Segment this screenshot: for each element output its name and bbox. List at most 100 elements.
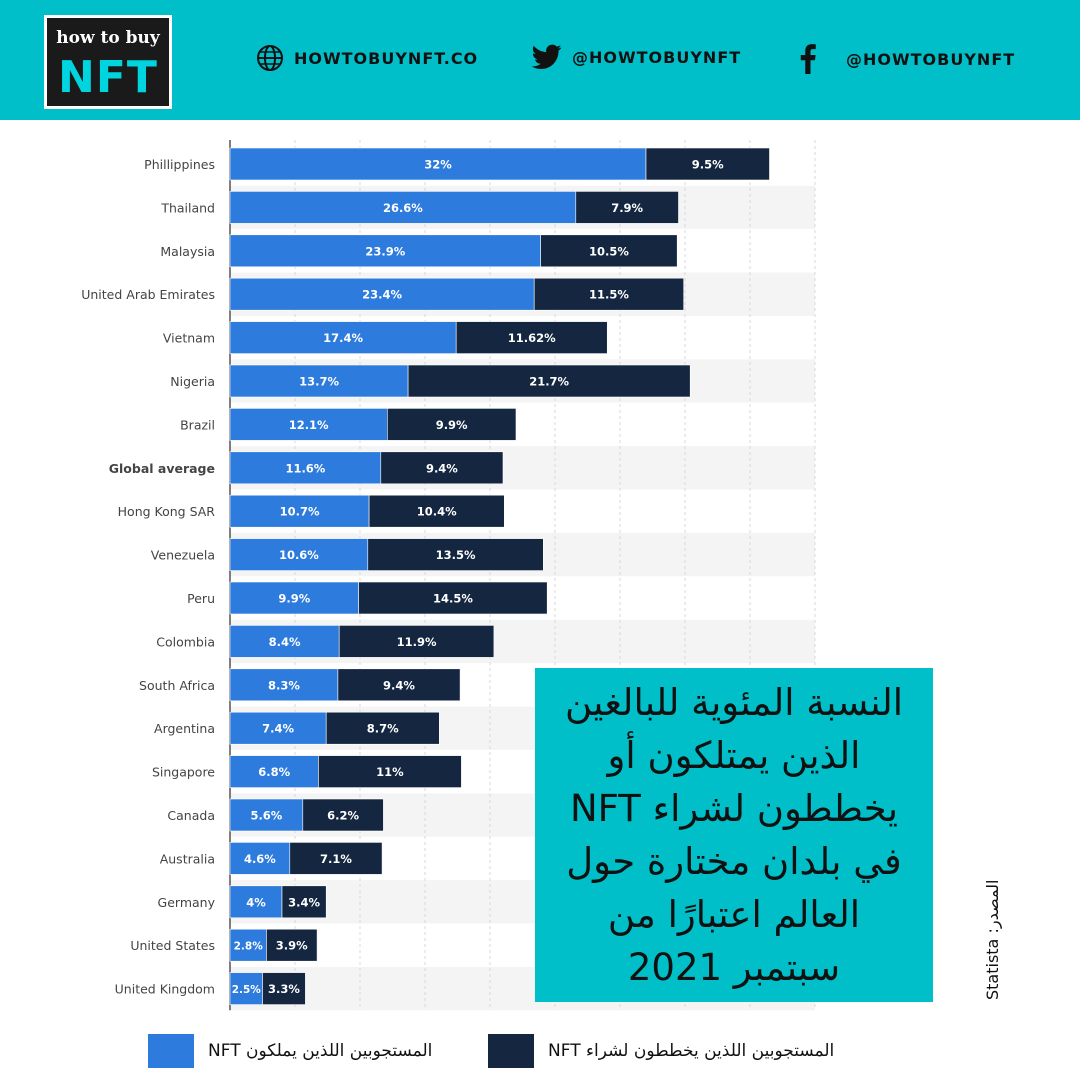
source-note: المصدر: Statista xyxy=(983,879,1002,1000)
bar-own xyxy=(229,277,535,311)
bar-plan xyxy=(302,798,384,832)
data-label-own: 10.7% xyxy=(280,505,320,519)
bar-plan xyxy=(575,191,679,224)
data-label-own: 2.5% xyxy=(232,984,262,996)
data-label-own: 6.8% xyxy=(258,765,290,779)
category-label: United States xyxy=(130,938,215,953)
bar-plan xyxy=(338,625,495,658)
category-label: Canada xyxy=(167,808,215,823)
bar-plan xyxy=(380,451,504,485)
data-label-plan: 8.7% xyxy=(367,722,399,736)
legend-swatch-own xyxy=(148,1034,194,1068)
facebook-link[interactable]: @HOWTOBUYNFT xyxy=(800,44,1015,74)
twitter-link[interactable]: @HOWTOBUYNFT xyxy=(532,44,741,70)
data-label-own: 32% xyxy=(424,158,452,172)
data-label-own: 2.8% xyxy=(234,941,264,953)
bar-own xyxy=(229,234,542,268)
data-label-plan: 10.4% xyxy=(417,505,457,519)
bar-own xyxy=(229,928,267,962)
legend-swatch-plan xyxy=(488,1034,534,1068)
data-label-plan: 9.4% xyxy=(426,461,458,475)
category-label: Brazil xyxy=(180,417,215,432)
data-label-plan: 9.9% xyxy=(436,418,468,432)
category-label: United Arab Emirates xyxy=(81,287,215,302)
category-label: Hong Kong SAR xyxy=(118,504,216,519)
data-label-own: 7.4% xyxy=(262,722,294,736)
data-label-own: 26.6% xyxy=(383,201,423,215)
bar-own xyxy=(229,581,359,615)
logo-bottom-text: NFT xyxy=(58,52,158,103)
bar-plan xyxy=(266,928,318,962)
data-label-plan: 3.3% xyxy=(268,982,300,996)
data-label-own: 13.7% xyxy=(299,375,339,389)
bar-plan xyxy=(358,581,548,615)
bar-own xyxy=(229,755,319,788)
data-label-own: 9.9% xyxy=(278,592,310,606)
bar-plan xyxy=(337,668,461,702)
data-label-plan: 3.9% xyxy=(276,939,308,953)
category-label: Global average xyxy=(109,461,215,476)
data-label-plan: 11.9% xyxy=(397,635,437,649)
category-label: Germany xyxy=(158,895,216,910)
website-label: HOWTOBUYNFT.CO xyxy=(294,48,479,68)
category-label: Nigeria xyxy=(170,374,215,389)
data-label-plan: 11.62% xyxy=(508,331,556,345)
data-label-own: 8.4% xyxy=(269,635,301,649)
legend-item-own: المستجوبين اللذين يملكون NFT xyxy=(148,1034,432,1068)
data-label-own: 23.4% xyxy=(362,288,402,302)
category-label: Venezuela xyxy=(151,548,215,563)
category-label: Phillippines xyxy=(144,157,215,172)
data-label-plan: 7.9% xyxy=(611,201,643,215)
data-label-own: 17.4% xyxy=(323,331,363,345)
legend-item-plan: المستجوبين اللذين يخططون لشراء NFT xyxy=(488,1034,834,1068)
data-label-own: 4.6% xyxy=(244,852,276,866)
nft-stacked-bar-chart: Phillippines 32% 9.5% Thailand 26.6% 7.9% Mala… xyxy=(81,140,816,1011)
bar-own xyxy=(229,321,457,354)
how-to-buy-nft-logo[interactable]: how to buy NFT xyxy=(44,15,172,109)
data-label-plan: 10.5% xyxy=(589,244,629,258)
twitter-icon xyxy=(532,44,562,70)
data-label-own: 10.6% xyxy=(279,548,319,562)
bar-plan xyxy=(281,885,327,919)
bar-plan xyxy=(262,972,306,1005)
bar-plan xyxy=(540,234,678,268)
data-label-own: 11.6% xyxy=(285,461,325,475)
bar-own xyxy=(229,711,327,745)
bar-own xyxy=(229,191,577,224)
data-label-own: 12.1% xyxy=(289,418,329,432)
data-label-plan: 9.5% xyxy=(692,158,724,172)
chart-title-box: النسبة المئوية للبالغين الذين يمتلكون أو… xyxy=(535,668,933,1002)
twitter-handle: @HOWTOBUYNFT xyxy=(572,47,742,67)
facebook-handle: @HOWTOBUYNFT xyxy=(846,49,1016,69)
bar-plan xyxy=(455,321,608,354)
data-label-own: 23.9% xyxy=(365,244,405,258)
bar-own xyxy=(229,451,382,485)
category-label: Vietnam xyxy=(163,331,215,346)
website-link[interactable]: HOWTOBUYNFT.CO xyxy=(256,44,478,72)
data-label-plan: 3.4% xyxy=(288,895,320,909)
category-label: Peru xyxy=(187,591,215,606)
bar-own xyxy=(229,885,283,919)
data-label-own: 8.3% xyxy=(268,678,300,692)
data-label-own: 5.6% xyxy=(250,809,282,823)
bar-plan xyxy=(289,842,383,875)
bar-plan xyxy=(533,277,685,311)
category-label: Australia xyxy=(160,851,215,866)
bar-plan xyxy=(325,711,440,745)
bar-own xyxy=(229,494,370,528)
category-label: Singapore xyxy=(152,765,215,780)
bar-plan xyxy=(367,538,544,571)
category-label: United Kingdom xyxy=(115,982,215,997)
bar-plan xyxy=(407,364,691,398)
legend-label-own: المستجوبين اللذين يملكون NFT xyxy=(208,1041,433,1061)
bar-plan xyxy=(386,408,517,441)
bar-plan xyxy=(318,755,462,788)
data-label-plan: 7.1% xyxy=(320,852,352,866)
header-bar: how to buy NFT HOWTOBUYNFT.CO @HOWTOBUYN… xyxy=(0,0,1080,120)
data-label-plan: 6.2% xyxy=(327,809,359,823)
data-label-plan: 9.4% xyxy=(383,678,415,692)
category-label: Colombia xyxy=(156,634,215,649)
logo-top-text: how to buy xyxy=(56,28,160,48)
globe-icon xyxy=(256,44,284,72)
bar-plan xyxy=(645,147,770,181)
